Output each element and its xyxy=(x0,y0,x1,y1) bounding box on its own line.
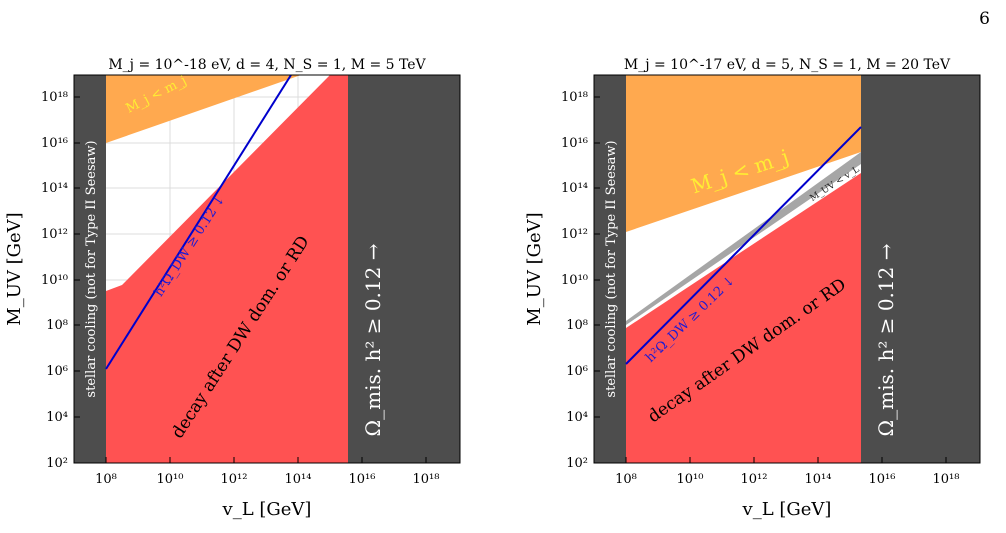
y-tick-label: 10¹⁸ xyxy=(561,90,588,105)
x-tick-label: 10¹⁸ xyxy=(413,472,440,487)
x-tick-label: 10¹⁸ xyxy=(933,472,960,487)
x-tick-label: 10¹⁶ xyxy=(869,472,896,487)
dw-abundance-line xyxy=(105,75,292,370)
panel-title: M_j = 10^-17 eV, d = 5, N_S = 1, M = 20 … xyxy=(624,57,951,73)
y-tick-label: 10⁴ xyxy=(46,410,68,425)
misalignment-label: Ω_mis. h² ≥ 0.12 → xyxy=(874,243,898,436)
gray-region xyxy=(626,152,861,325)
y-tick-label: 10⁶ xyxy=(566,364,588,379)
dw-abundance-line xyxy=(625,126,862,365)
page-number: 6 xyxy=(979,9,990,29)
x-tick-label: 10¹⁰ xyxy=(157,472,184,487)
y-ticks: 10² 10⁴ 10⁶ 10⁸ 10¹⁰ 10¹² 10¹⁴ 10¹⁶ 10¹⁸ xyxy=(561,90,600,471)
y-tick-label: 10⁶ xyxy=(46,364,68,379)
red-region xyxy=(106,75,348,463)
y-tick-label: 10¹² xyxy=(41,227,68,242)
x-axis-label: v_L [GeV] xyxy=(222,499,312,520)
y-tick-label: 10¹⁴ xyxy=(41,181,68,196)
misalignment-band xyxy=(348,75,460,463)
y-tick-label: 10¹⁶ xyxy=(41,136,68,151)
x-axis-label: v_L [GeV] xyxy=(742,499,832,520)
y-tick-label: 10² xyxy=(46,456,68,471)
y-tick-label: 10⁸ xyxy=(46,318,68,333)
panel-title: M_j = 10^-18 eV, d = 4, N_S = 1, M = 5 T… xyxy=(108,57,426,73)
y-tick-label: 10⁸ xyxy=(566,318,588,333)
x-tick-label: 10¹⁰ xyxy=(677,472,704,487)
panel-right: M_j = 10^-17 eV, d = 5, N_S = 1, M = 20 … xyxy=(524,57,981,520)
y-tick-label: 10² xyxy=(566,456,588,471)
plot-frame xyxy=(73,74,461,464)
y-axis-label: M_UV [GeV] xyxy=(4,212,25,325)
x-tick-label: 10⁸ xyxy=(95,472,117,487)
x-tick-label: 10¹² xyxy=(221,472,248,487)
stellar-cooling-band xyxy=(74,75,106,463)
misalignment-band xyxy=(861,75,980,463)
y-tick-label: 10⁴ xyxy=(566,410,588,425)
x-tick-label: 10¹⁴ xyxy=(805,472,832,487)
plot-frame xyxy=(593,74,981,464)
y-ticks: 10² 10⁴ 10⁶ 10⁸ 10¹⁰ 10¹² 10¹⁴ 10¹⁶ 10¹⁸ xyxy=(41,90,80,471)
y-tick-label: 10¹⁸ xyxy=(41,90,68,105)
x-tick-label: 10¹⁴ xyxy=(285,472,312,487)
x-ticks: 10⁸ 10¹⁰ 10¹² 10¹⁴ 10¹⁶ 10¹⁸ xyxy=(615,457,959,487)
y-axis-label: M_UV [GeV] xyxy=(524,212,545,325)
x-tick-label: 10⁸ xyxy=(615,472,637,487)
y-tick-label: 10¹⁴ xyxy=(561,181,588,196)
misalignment-label: Ω_mis. h² ≥ 0.12 → xyxy=(361,243,385,436)
y-tick-label: 10¹⁰ xyxy=(41,273,68,288)
y-tick-label: 10¹⁶ xyxy=(561,136,588,151)
x-ticks: 10⁸ 10¹⁰ 10¹² 10¹⁴ 10¹⁶ 10¹⁸ xyxy=(95,457,439,487)
x-tick-label: 10¹⁶ xyxy=(349,472,376,487)
stellar-cooling-band xyxy=(594,75,626,463)
x-tick-label: 10¹² xyxy=(741,472,768,487)
y-tick-label: 10¹² xyxy=(561,227,588,242)
orange-region xyxy=(106,75,301,143)
stellar-cooling-label: stellar cooling (not for Type II Seesaw) xyxy=(604,140,619,397)
red-region xyxy=(626,173,861,463)
orange-region xyxy=(626,75,861,232)
stellar-cooling-label: stellar cooling (not for Type II Seesaw) xyxy=(84,140,99,397)
y-tick-label: 10¹⁰ xyxy=(561,273,588,288)
panel-left: M_j = 10^-18 eV, d = 4, N_S = 1, M = 5 T… xyxy=(4,57,461,520)
